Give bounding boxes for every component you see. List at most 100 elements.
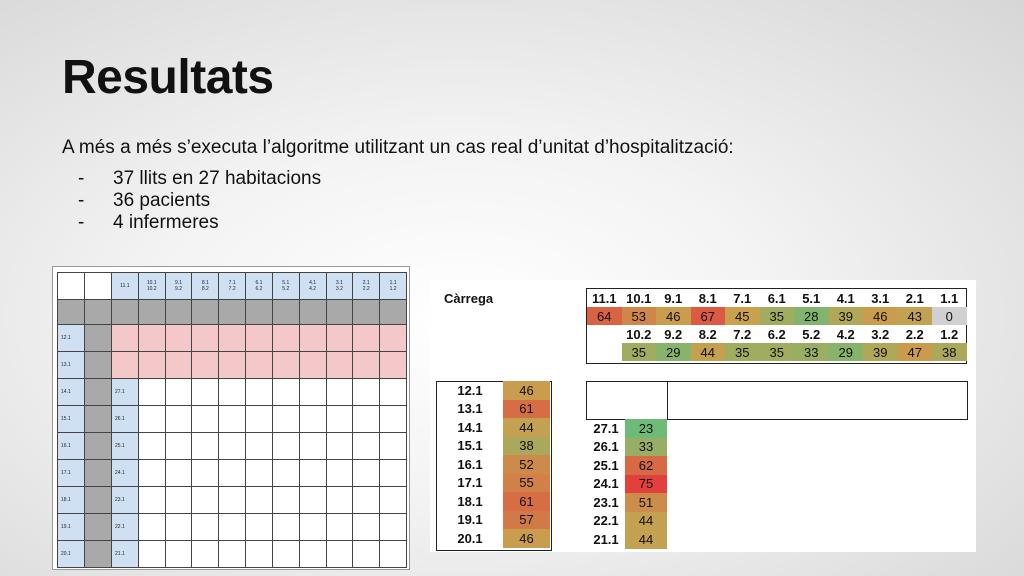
bed-label-cell: 18.1 bbox=[457, 493, 483, 509]
bed-label-cell: 21.1 bbox=[593, 531, 619, 547]
bed-label-cell: 6.2 bbox=[767, 326, 786, 342]
empty-cell bbox=[325, 540, 354, 568]
empty-cell bbox=[298, 459, 327, 487]
gray-cell bbox=[84, 351, 112, 379]
blank-cell bbox=[587, 325, 622, 343]
empty-cell bbox=[352, 459, 381, 487]
empty-cell bbox=[271, 405, 300, 433]
pink-cell bbox=[379, 351, 407, 379]
load-value-cell: 46 bbox=[656, 307, 691, 325]
room-label-cell: 26.1 bbox=[111, 405, 139, 433]
load-value-cell: 44 bbox=[503, 418, 550, 437]
load-value-cell: 0 bbox=[932, 307, 967, 325]
gray-cell bbox=[379, 299, 407, 325]
empty-cell bbox=[164, 432, 193, 460]
bed-label-cell: 8.1 bbox=[698, 290, 717, 306]
bed-label-cell: 24.1 bbox=[593, 476, 619, 492]
carrega-label: Càrrega bbox=[444, 291, 494, 306]
bed-label-cell: 8.2 bbox=[698, 326, 717, 342]
room-header-cell: 4.1 4.2 bbox=[298, 272, 327, 300]
load-value-cell: 39 bbox=[863, 343, 898, 361]
load-value-cell: 44 bbox=[690, 343, 725, 361]
bullet-item: -37 llits en 27 habitacions bbox=[78, 168, 322, 189]
room-label-cell: 22.1 bbox=[111, 513, 139, 541]
bed-label-cell: 12.1 bbox=[457, 382, 483, 398]
bed-label-cell: 11.1 bbox=[591, 290, 617, 306]
pink-cell bbox=[352, 324, 381, 352]
gray-cell bbox=[271, 299, 300, 325]
empty-cell bbox=[218, 378, 247, 406]
load-value-cell: 44 bbox=[625, 530, 667, 549]
mid-empty-box bbox=[586, 381, 668, 420]
gray-cell bbox=[325, 299, 354, 325]
room-label-cell: 19.1 bbox=[57, 513, 85, 541]
bed-label-cell: 9.1 bbox=[664, 290, 683, 306]
empty-cell bbox=[325, 486, 354, 514]
empty-cell bbox=[218, 540, 247, 568]
slide-intro: A més a més s’executa l’algoritme utilit… bbox=[62, 137, 734, 158]
load-value-cell: 64 bbox=[587, 307, 622, 325]
bed-label-cell: 2.1 bbox=[905, 290, 924, 306]
load-value-cell: 35 bbox=[621, 343, 656, 361]
empty-cell bbox=[245, 513, 273, 541]
gray-cell bbox=[84, 324, 112, 352]
pink-cell bbox=[137, 351, 166, 379]
load-value-cell: 29 bbox=[828, 343, 863, 361]
room-header-cell: 9.1 9.2 bbox=[164, 272, 193, 300]
empty-cell bbox=[191, 405, 220, 433]
left-table-border bbox=[436, 381, 552, 551]
gray-cell bbox=[84, 432, 112, 460]
bed-label-cell: 27.1 bbox=[593, 420, 619, 436]
empty-cell bbox=[218, 405, 247, 433]
gray-cell bbox=[84, 378, 112, 406]
pink-cell bbox=[245, 324, 273, 352]
empty-cell bbox=[325, 432, 354, 460]
empty-cell bbox=[298, 405, 327, 433]
room-label-cell: 25.1 bbox=[111, 432, 139, 460]
empty-cell bbox=[137, 459, 166, 487]
gray-cell bbox=[84, 513, 112, 541]
bed-label-cell: 20.1 bbox=[457, 530, 483, 546]
pink-cell bbox=[325, 351, 354, 379]
pink-cell bbox=[191, 324, 220, 352]
pink-cell bbox=[298, 324, 327, 352]
room-label-cell: 18.1 bbox=[57, 486, 85, 514]
bed-label-cell: 2.2 bbox=[905, 326, 924, 342]
load-value-cell: 35 bbox=[725, 343, 760, 361]
empty-cell bbox=[379, 432, 407, 460]
empty-cell bbox=[271, 513, 300, 541]
empty-cell bbox=[137, 378, 166, 406]
pink-cell bbox=[218, 351, 247, 379]
gray-cell bbox=[245, 299, 273, 325]
room-header-cell: 8.1 8.2 bbox=[191, 272, 220, 300]
room-header-cell: 11.1 bbox=[111, 272, 139, 300]
gray-cell bbox=[111, 299, 139, 325]
load-value-cell: 62 bbox=[625, 456, 667, 475]
slide-title: Resultats bbox=[62, 51, 274, 104]
empty-cell bbox=[352, 378, 381, 406]
room-header-cell: 5.1 5.2 bbox=[271, 272, 300, 300]
empty-cell bbox=[352, 432, 381, 460]
room-label-cell: 17.1 bbox=[57, 459, 85, 487]
empty-cell bbox=[271, 432, 300, 460]
left-load-table: 12.1 46 13.1 61 14.1 44 15.1 38 16.1 52 17.1 55 18.1… bbox=[437, 381, 550, 548]
gray-cell bbox=[84, 405, 112, 433]
gray-cell bbox=[191, 299, 220, 325]
bed-label-cell: 23.1 bbox=[593, 494, 619, 510]
bed-label-cell: 5.2 bbox=[802, 326, 821, 342]
bed-label-cell: 1.2 bbox=[940, 326, 959, 342]
empty-cell bbox=[379, 540, 407, 568]
room-label-cell: 20.1 bbox=[57, 540, 85, 568]
pink-cell bbox=[111, 351, 139, 379]
empty-cell bbox=[245, 540, 273, 568]
empty-cell bbox=[245, 486, 273, 514]
load-value-cell: 38 bbox=[932, 343, 967, 361]
gray-cell bbox=[84, 459, 112, 487]
load-value-cell: 67 bbox=[690, 307, 725, 325]
empty-cell bbox=[137, 540, 166, 568]
gray-cell bbox=[137, 299, 166, 325]
empty-cell bbox=[271, 378, 300, 406]
empty-cell bbox=[298, 378, 327, 406]
pink-cell bbox=[137, 324, 166, 352]
room-label-cell: 24.1 bbox=[111, 459, 139, 487]
